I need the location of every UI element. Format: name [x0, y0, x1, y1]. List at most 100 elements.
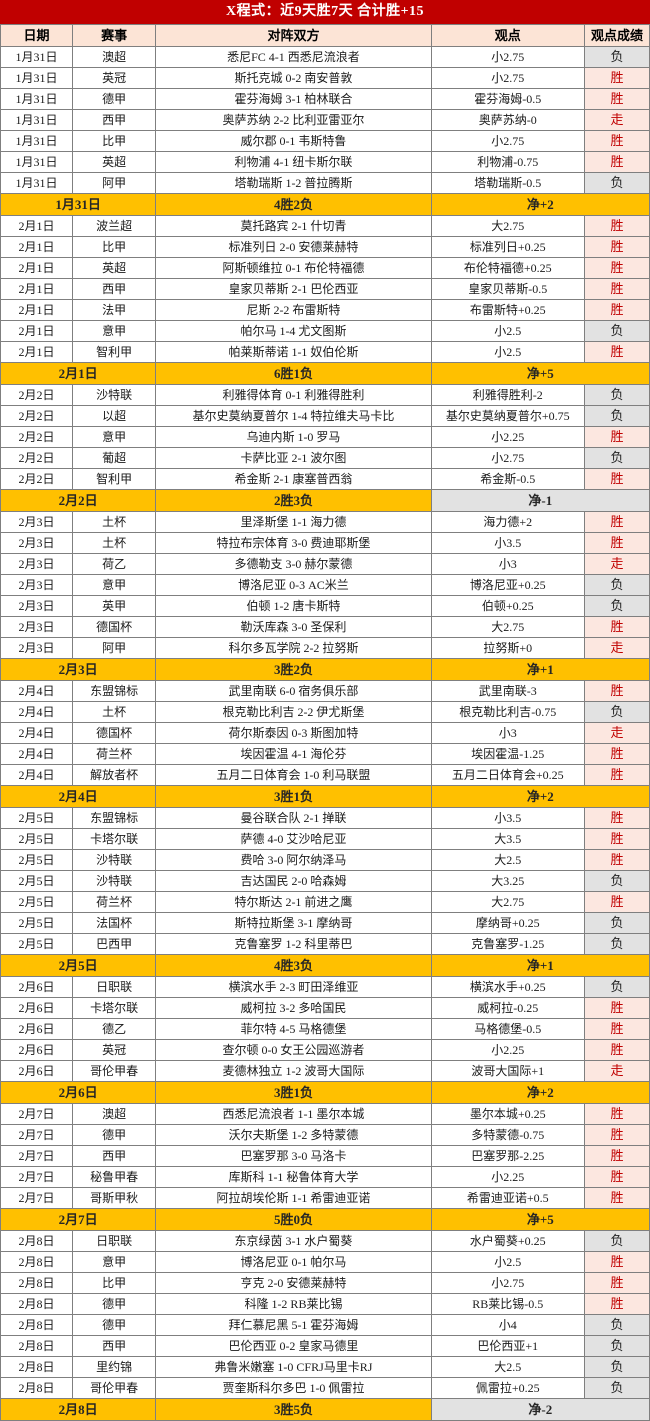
cell-result: 负: [583, 1377, 650, 1399]
cell-result: 胜: [583, 680, 650, 702]
cell-view: 利雅得胜利-2: [430, 384, 585, 406]
cell-view: 小2.75: [430, 67, 585, 89]
cell-view: 巴塞罗那-2.25: [430, 1145, 585, 1167]
cell-date: 2月4日: [0, 722, 74, 744]
cell-league: 阿甲: [72, 172, 157, 194]
cell-league: 德甲: [72, 1314, 157, 1336]
summary-row: 2月1日 6胜1负 净+5: [0, 362, 650, 385]
summary-row: 2月5日 4胜3负 净+1: [0, 954, 650, 977]
cell-view: 大2.75: [430, 215, 585, 237]
cell-match: 尼斯 2-2 布雷斯特: [155, 299, 432, 321]
table-row: 1月31日 德甲 霍芬海姆 3-1 柏林联合 霍芬海姆-0.5 胜: [0, 88, 650, 110]
cell-match: 博洛尼亚 0-1 帕尔马: [155, 1251, 432, 1273]
cell-match: 根克勒比利吉 2-2 伊尤斯堡: [155, 701, 432, 723]
cell-view: 小3.5: [430, 807, 585, 829]
summary-record: 4胜3负: [155, 954, 432, 977]
cell-match: 吉达国民 2-0 哈森姆: [155, 870, 432, 892]
cell-match: 库斯科 1-1 秘鲁体育大学: [155, 1166, 432, 1188]
cell-league: 土杯: [72, 532, 157, 554]
cell-league: 沙特联: [72, 849, 157, 871]
summary-record: 3胜2负: [155, 658, 432, 681]
cell-match: 菲尔特 4-5 马格德堡: [155, 1018, 432, 1040]
cell-result: 胜: [583, 1293, 650, 1315]
table-row: 2月8日 德甲 拜仁慕尼黑 5-1 霍芬海姆 小4 负: [0, 1314, 650, 1336]
cell-view: 小3: [430, 553, 585, 575]
cell-league: 德乙: [72, 1018, 157, 1040]
table-row: 1月31日 西甲 奥萨苏纳 2-2 比利亚雷亚尔 奥萨苏纳-0 走: [0, 109, 650, 131]
cell-league: 西甲: [72, 109, 157, 131]
cell-date: 2月6日: [0, 1060, 74, 1082]
cell-view: 多特蒙德-0.75: [430, 1124, 585, 1146]
cell-league: 西甲: [72, 278, 157, 300]
cell-view: 希金斯-0.5: [430, 468, 585, 490]
cell-result: 胜: [583, 299, 650, 321]
cell-view: 小2.75: [430, 1272, 585, 1294]
cell-view: 小2.75: [430, 130, 585, 152]
cell-match: 科隆 1-2 RB莱比锡: [155, 1293, 432, 1315]
cell-match: 费哈 3-0 阿尔纳泽马: [155, 849, 432, 871]
cell-result: 负: [583, 1356, 650, 1378]
cell-date: 2月1日: [0, 299, 74, 321]
cell-view: 基尔史莫纳夏普尔+0.75: [430, 405, 585, 427]
summary-row: 2月2日 2胜3负 净-1: [0, 489, 650, 512]
summary-row: 1月31日 4胜2负 净+2: [0, 193, 650, 216]
cell-view: 小2.25: [430, 1166, 585, 1188]
results-table: 日期 赛事 对阵双方 观点 观点成绩 1月31日 澳超 悉尼FC 4-1 西悉尼流浪者 小2.7…: [0, 24, 650, 1421]
table-row: 2月1日 意甲 帕尔马 1-4 尤文图斯 小2.5 负: [0, 320, 650, 342]
column-header-4: 观点成绩: [583, 24, 650, 47]
table-row: 2月7日 澳超 西悉尼流浪者 1-1 墨尔本城 墨尔本城+0.25 胜: [0, 1103, 650, 1125]
table-header-row: 日期 赛事 对阵双方 观点 观点成绩: [0, 24, 650, 47]
cell-result: 负: [583, 1335, 650, 1357]
cell-view: 埃因霍温-1.25: [430, 743, 585, 765]
cell-date: 2月7日: [0, 1145, 74, 1167]
cell-date: 2月8日: [0, 1251, 74, 1273]
cell-view: 海力德+2: [430, 511, 585, 533]
table-row: 2月6日 英冠 查尔顿 0-0 女王公园巡游者 小2.25 胜: [0, 1039, 650, 1061]
table-row: 2月7日 秘鲁甲春 库斯科 1-1 秘鲁体育大学 小2.25 胜: [0, 1166, 650, 1188]
table-row: 2月3日 土杯 里泽斯堡 1-1 海力德 海力德+2 胜: [0, 511, 650, 533]
cell-league: 荷乙: [72, 553, 157, 575]
cell-view: 塔勒瑞斯-0.5: [430, 172, 585, 194]
summary-record: 3胜5负: [155, 1398, 432, 1421]
cell-match: 曼谷联合队 2-1 掸联: [155, 807, 432, 829]
cell-date: 1月31日: [0, 88, 74, 110]
table-row: 2月1日 智利甲 帕莱斯蒂诺 1-1 奴伯伦斯 小2.5 胜: [0, 341, 650, 363]
cell-date: 2月7日: [0, 1124, 74, 1146]
cell-match: 勒沃库森 3-0 圣保利: [155, 616, 432, 638]
table-row: 2月2日 沙特联 利雅得体育 0-1 利雅得胜利 利雅得胜利-2 负: [0, 384, 650, 406]
cell-date: 2月3日: [0, 511, 74, 533]
cell-league: 沙特联: [72, 384, 157, 406]
cell-view: 大2.5: [430, 849, 585, 871]
cell-match: 巴塞罗那 3-0 马洛卡: [155, 1145, 432, 1167]
cell-view: 皇家贝蒂斯-0.5: [430, 278, 585, 300]
cell-league: 哥伦甲春: [72, 1060, 157, 1082]
cell-league: 哥斯甲秋: [72, 1187, 157, 1209]
cell-view: 大3.5: [430, 828, 585, 850]
cell-view: RB莱比锡-0.5: [430, 1293, 585, 1315]
cell-match: 西悉尼流浪者 1-1 墨尔本城: [155, 1103, 432, 1125]
cell-league: 土杯: [72, 701, 157, 723]
cell-result: 走: [583, 109, 650, 131]
cell-date: 2月2日: [0, 384, 74, 406]
summary-record: 5胜0负: [155, 1208, 432, 1231]
summary-date: 2月6日: [0, 1081, 157, 1104]
cell-league: 智利甲: [72, 468, 157, 490]
cell-date: 2月6日: [0, 1039, 74, 1061]
cell-result: 负: [583, 1230, 650, 1252]
cell-match: 沃尔夫斯堡 1-2 多特蒙德: [155, 1124, 432, 1146]
cell-date: 1月31日: [0, 109, 74, 131]
cell-result: 胜: [583, 616, 650, 638]
cell-view: 水户蜀葵+0.25: [430, 1230, 585, 1252]
cell-result: 负: [583, 172, 650, 194]
cell-date: 2月5日: [0, 849, 74, 871]
cell-result: 胜: [583, 997, 650, 1019]
cell-match: 帕尔马 1-4 尤文图斯: [155, 320, 432, 342]
cell-result: 胜: [583, 849, 650, 871]
cell-view: 大2.5: [430, 1356, 585, 1378]
column-header-2: 对阵双方: [155, 24, 432, 47]
cell-date: 2月6日: [0, 997, 74, 1019]
cell-result: 胜: [583, 743, 650, 765]
cell-league: 以超: [72, 405, 157, 427]
table-row: 2月1日 西甲 皇家贝蒂斯 2-1 巴伦西亚 皇家贝蒂斯-0.5 胜: [0, 278, 650, 300]
cell-league: 智利甲: [72, 341, 157, 363]
